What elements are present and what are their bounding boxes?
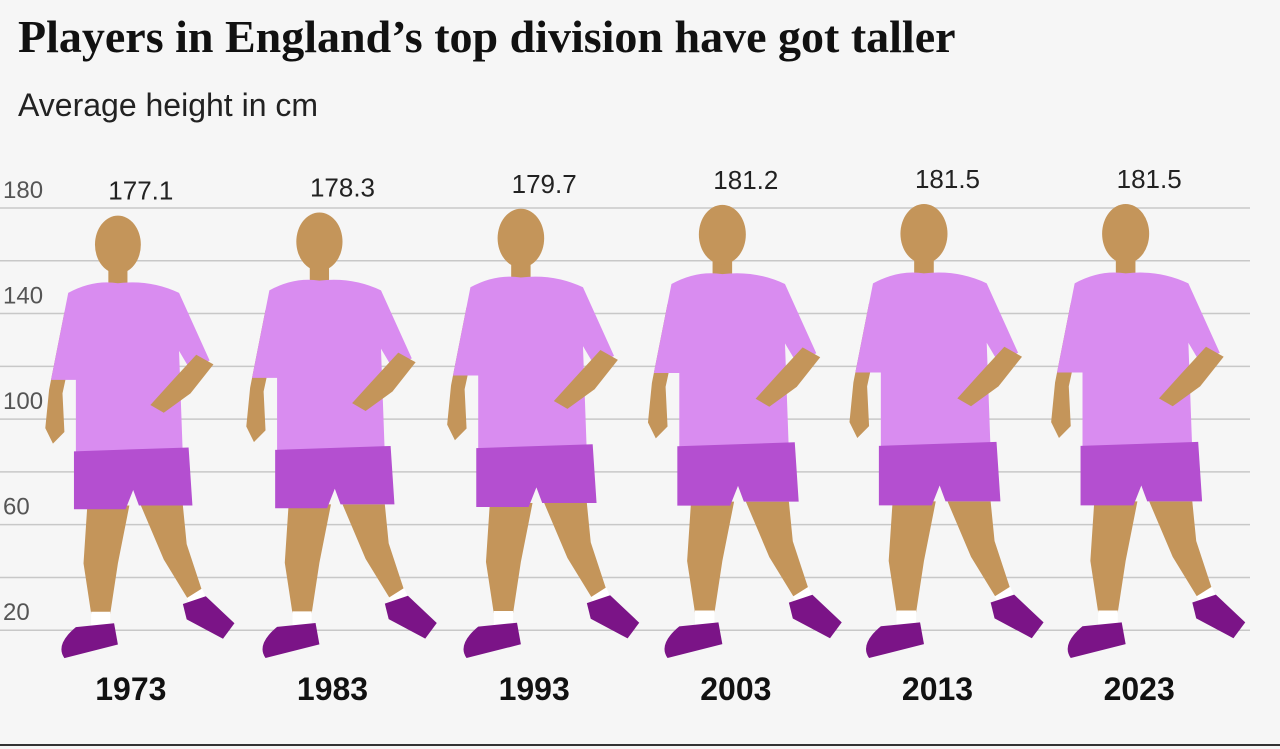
y-tick-label: 100 [3,388,43,415]
shoe [664,622,723,659]
shoe [866,622,924,659]
leg [947,501,1011,599]
shirt [252,279,412,460]
leg [485,503,533,613]
player-figure [246,212,437,659]
shoe [1067,622,1126,659]
value-label: 178.3 [310,172,375,202]
leg [745,501,809,599]
arm [352,352,416,411]
leg [83,505,130,614]
player-figure [45,215,235,659]
shoe [990,594,1044,639]
x-tick-label: 2003 [700,671,771,707]
value-label: 181.2 [713,165,778,195]
y-tick-label: 140 [3,283,43,310]
y-tick-label: 60 [3,494,30,521]
chart-subtitle: Average height in cm [18,87,318,123]
head [698,204,746,265]
shorts [73,447,193,510]
value-label: 177.1 [108,176,173,206]
shoe [788,594,842,639]
shoe [182,596,235,639]
x-tick-label: 2013 [902,671,973,707]
head [900,204,948,264]
leg [544,503,607,600]
leg [284,504,331,614]
arm [150,354,214,413]
shirt [1057,272,1220,456]
value-label: 181.5 [1117,164,1182,194]
shirt [51,282,210,462]
shorts [878,441,1001,506]
shirt [855,272,1019,456]
shorts [275,445,395,509]
leg [1149,501,1212,599]
shirt [452,276,615,458]
player-figure [447,208,640,659]
x-tick-label: 2023 [1104,671,1175,707]
leg [888,501,936,613]
leg [342,504,405,600]
y-tick-label: 20 [3,599,30,626]
chart-title: Players in England’s top division have g… [18,11,956,62]
shorts [476,444,597,507]
shorts [677,442,799,506]
shoe [262,623,320,659]
shorts [1080,441,1203,506]
leg [1090,501,1138,613]
player-figure [647,204,842,659]
head [94,215,141,274]
shoe [384,595,437,639]
player-figure [849,204,1044,659]
value-label: 179.7 [512,169,577,199]
arm [553,350,618,409]
shoe [463,622,521,659]
x-tick-label: 1983 [297,671,368,707]
x-tick-label: 1973 [95,671,166,707]
shirt [653,273,817,457]
shoe [61,623,118,659]
leg [687,501,735,613]
arm [755,347,821,407]
arm [957,346,1023,407]
shoe [586,595,640,639]
head [1102,204,1150,264]
x-tick-label: 1993 [499,671,570,707]
head [497,208,545,268]
head [296,212,343,271]
arm [1158,346,1224,407]
player-figure [1051,204,1246,659]
y-tick-label: 180 [3,177,43,204]
shoe [1192,594,1246,639]
leg [140,505,202,601]
value-label: 181.5 [915,164,980,194]
